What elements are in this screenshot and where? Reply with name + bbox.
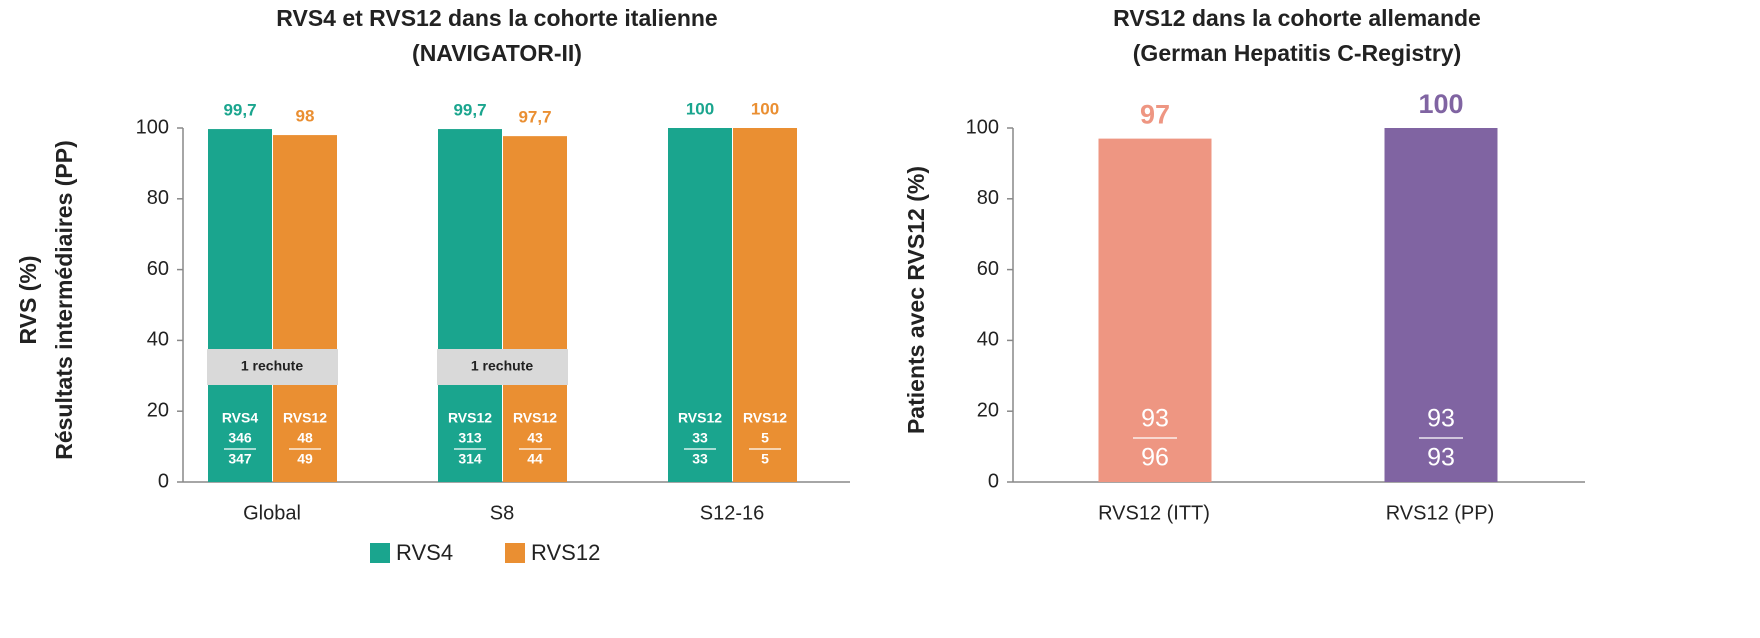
fraction-denominator: 96	[1141, 444, 1169, 472]
data-label: 98	[296, 107, 315, 126]
bar	[1384, 128, 1498, 482]
y-tick-label: 100	[966, 116, 999, 138]
fraction-numerator: 93	[1141, 405, 1169, 433]
fraction-denominator: 44	[527, 451, 543, 467]
fraction-numerator: 48	[297, 430, 313, 446]
legend-label: RVS12	[531, 540, 600, 565]
y-tick-label: 0	[988, 470, 999, 492]
annotation: 1 rechute	[241, 358, 303, 374]
chart-title: RVS12 dans la cohorte allemande	[1113, 5, 1481, 31]
bar	[208, 129, 272, 482]
data-label: 100	[751, 99, 779, 118]
annotation: 1 rechute	[471, 358, 533, 374]
x-tick-label: RVS12 (PP)	[1386, 502, 1495, 524]
data-label: 100	[1418, 89, 1463, 119]
bar	[273, 135, 337, 482]
data-label: 99,7	[223, 101, 256, 120]
bar-label: RVS12	[743, 410, 787, 426]
x-tick-label: S8	[490, 502, 514, 524]
fraction-numerator: 33	[692, 430, 708, 446]
chart-title: (German Hepatitis C-Registry)	[1133, 40, 1461, 66]
fraction-numerator: 346	[228, 430, 252, 446]
fraction-denominator: 5	[761, 451, 769, 467]
x-tick-label: S12-16	[700, 502, 765, 524]
fraction-denominator: 33	[692, 451, 708, 467]
chart-title: RVS4 et RVS12 dans la cohorte italienne	[276, 5, 717, 31]
bar-label: RVS12	[448, 410, 492, 426]
bar-label: RVS12	[678, 410, 722, 426]
y-axis-label: RVS (%)	[15, 255, 41, 344]
data-label: 99,7	[453, 101, 486, 120]
bar	[668, 128, 732, 482]
fraction-numerator: 313	[458, 430, 482, 446]
x-tick-label: RVS12 (ITT)	[1098, 502, 1210, 524]
y-tick-label: 80	[977, 187, 999, 209]
legend-swatch	[505, 543, 525, 563]
annotation-box	[437, 349, 568, 385]
y-tick-label: 100	[136, 116, 169, 138]
annotation-box	[207, 349, 338, 385]
bar-label: RVS4	[222, 410, 259, 426]
data-label: 97,7	[518, 108, 551, 127]
legend-swatch	[370, 543, 390, 563]
fraction-denominator: 93	[1427, 444, 1455, 472]
bar	[503, 136, 567, 482]
bar-label: RVS12	[283, 410, 327, 426]
fraction-numerator: 5	[761, 430, 769, 446]
y-tick-label: 40	[147, 329, 169, 351]
chart-title: (NAVIGATOR-II)	[412, 40, 582, 66]
bar	[733, 128, 797, 482]
y-tick-label: 60	[977, 258, 999, 280]
fraction-denominator: 347	[228, 451, 252, 467]
fraction-denominator: 49	[297, 451, 313, 467]
y-tick-label: 40	[977, 329, 999, 351]
y-tick-label: 20	[147, 399, 169, 421]
bar-label: RVS12	[513, 410, 557, 426]
data-label: 100	[686, 99, 714, 118]
y-tick-label: 20	[977, 399, 999, 421]
y-axis-label: Patients avec RVS12 (%)	[903, 166, 929, 434]
x-tick-label: Global	[243, 502, 301, 524]
fraction-numerator: 43	[527, 430, 543, 446]
y-tick-label: 60	[147, 258, 169, 280]
fraction-numerator: 93	[1427, 405, 1455, 433]
legend-label: RVS4	[396, 540, 453, 565]
data-label: 97	[1140, 100, 1170, 130]
y-axis-label: Résultats intermédiaires (PP)	[51, 140, 77, 460]
bar	[1098, 138, 1212, 482]
bar	[438, 129, 502, 482]
y-tick-label: 0	[158, 470, 169, 492]
y-tick-label: 80	[147, 187, 169, 209]
fraction-denominator: 314	[458, 451, 482, 467]
